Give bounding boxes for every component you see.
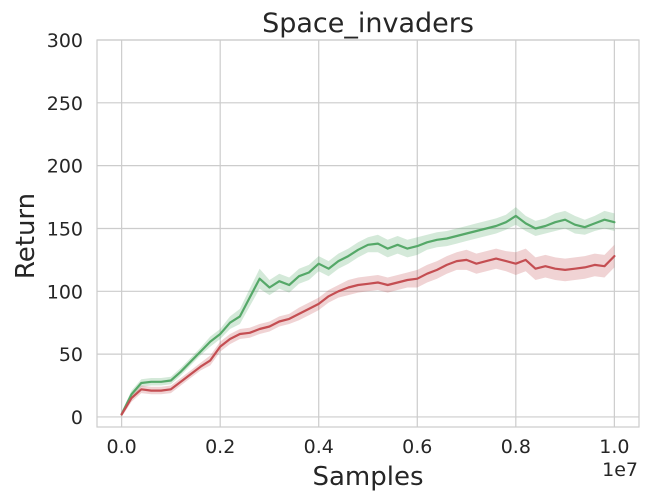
series-lines	[120, 214, 616, 416]
y-tick-label: 0	[71, 407, 83, 429]
x-axis-ticks: 0.0 0.2 0.4 0.6 0.8 1.0	[107, 436, 630, 458]
x-axis-offset-label: 1e7	[602, 459, 638, 481]
series-2-band	[121, 244, 615, 417]
x-tick-label: 0.8	[501, 436, 531, 458]
plot-frame	[96, 39, 640, 428]
x-tick-label: 0.2	[205, 436, 235, 458]
x-tick-label: 0.0	[107, 436, 137, 458]
axes-frame	[96, 39, 640, 428]
x-axis-title: Samples	[312, 462, 423, 492]
chart-title: Space_invaders	[262, 8, 474, 39]
y-tick-label: 300	[47, 30, 83, 52]
confidence-bands	[121, 207, 615, 417]
y-axis-title: Return	[11, 193, 41, 279]
y-tick-label: 200	[47, 156, 83, 178]
x-tick-label: 0.6	[402, 436, 432, 458]
series-2-line	[120, 255, 616, 416]
y-tick-label: 100	[47, 281, 83, 303]
y-tick-label: 50	[59, 344, 83, 366]
series-1-line	[120, 214, 616, 416]
x-tick-label: 0.4	[304, 436, 334, 458]
x-tick-label: 1.0	[599, 436, 629, 458]
grid	[97, 39, 639, 427]
y-tick-label: 150	[47, 218, 83, 240]
y-tick-label: 250	[47, 93, 83, 115]
y-axis-ticks: 0 50 100 150 200 250 300	[47, 30, 83, 429]
series-1-band	[121, 207, 615, 417]
